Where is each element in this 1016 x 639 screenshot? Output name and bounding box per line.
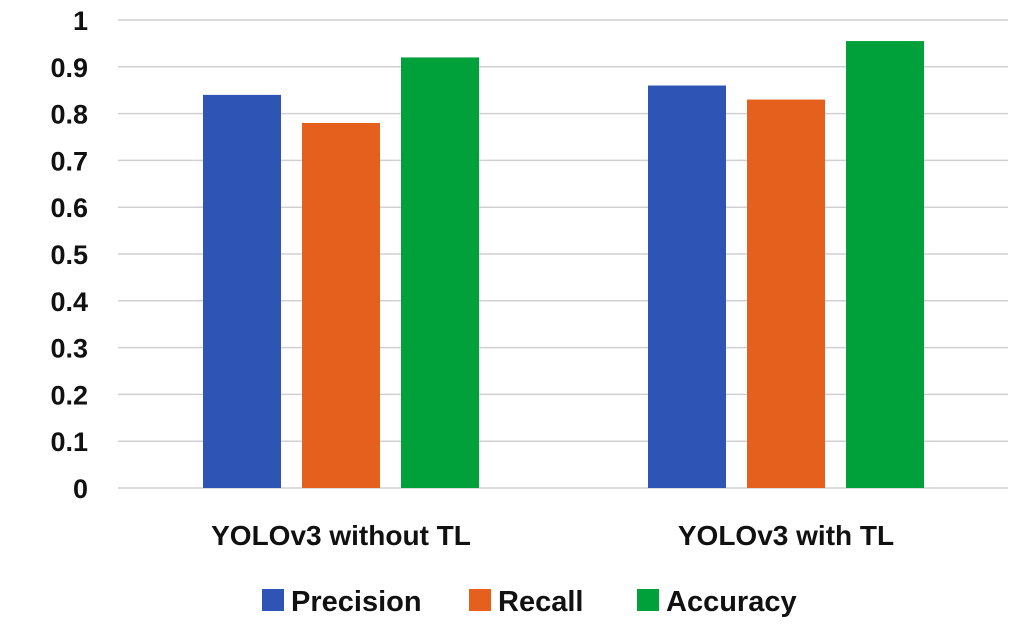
bars: [203, 41, 924, 489]
y-tick-label: 0.1: [50, 427, 88, 457]
y-tick-label: 0.5: [50, 240, 88, 270]
legend-label: Recall: [498, 586, 583, 618]
legend-swatch: [469, 589, 491, 611]
y-tick-label: 1: [73, 6, 88, 36]
legend-swatch: [262, 589, 284, 611]
x-category-label: YOLOv3 with TL: [678, 520, 894, 551]
legend-item-accuracy: Accuracy: [637, 586, 797, 618]
y-tick-label: 0.8: [50, 100, 88, 130]
y-tick-label: 0.7: [50, 146, 88, 176]
bar-accuracy-2: [846, 41, 924, 489]
y-tick-label: 0.9: [50, 53, 88, 83]
legend-label: Precision: [291, 586, 422, 618]
x-axis-category-labels: YOLOv3 without TL YOLOv3 with TL: [211, 520, 894, 551]
y-tick-label: 0.3: [50, 334, 88, 364]
bar-accuracy-1: [401, 57, 479, 488]
bar-recall-2: [747, 99, 825, 488]
y-tick-label: 0.2: [50, 380, 88, 410]
bar-precision-2: [648, 85, 726, 489]
legend-label: Accuracy: [666, 586, 797, 618]
legend: Precision Recall Accuracy: [262, 586, 797, 618]
bar-recall-1: [302, 122, 380, 489]
y-axis-tick-labels: 0 0.1 0.2 0.3 0.4 0.5 0.6 0.7 0.8 0.9 1: [50, 6, 88, 504]
x-category-label: YOLOv3 without TL: [211, 520, 471, 551]
legend-item-recall: Recall: [469, 586, 583, 618]
y-tick-label: 0: [73, 474, 88, 504]
bar-precision-1: [203, 94, 281, 488]
legend-swatch: [637, 589, 659, 611]
y-tick-label: 0.4: [50, 287, 88, 317]
y-tick-label: 0.6: [50, 193, 88, 223]
legend-item-precision: Precision: [262, 586, 422, 618]
